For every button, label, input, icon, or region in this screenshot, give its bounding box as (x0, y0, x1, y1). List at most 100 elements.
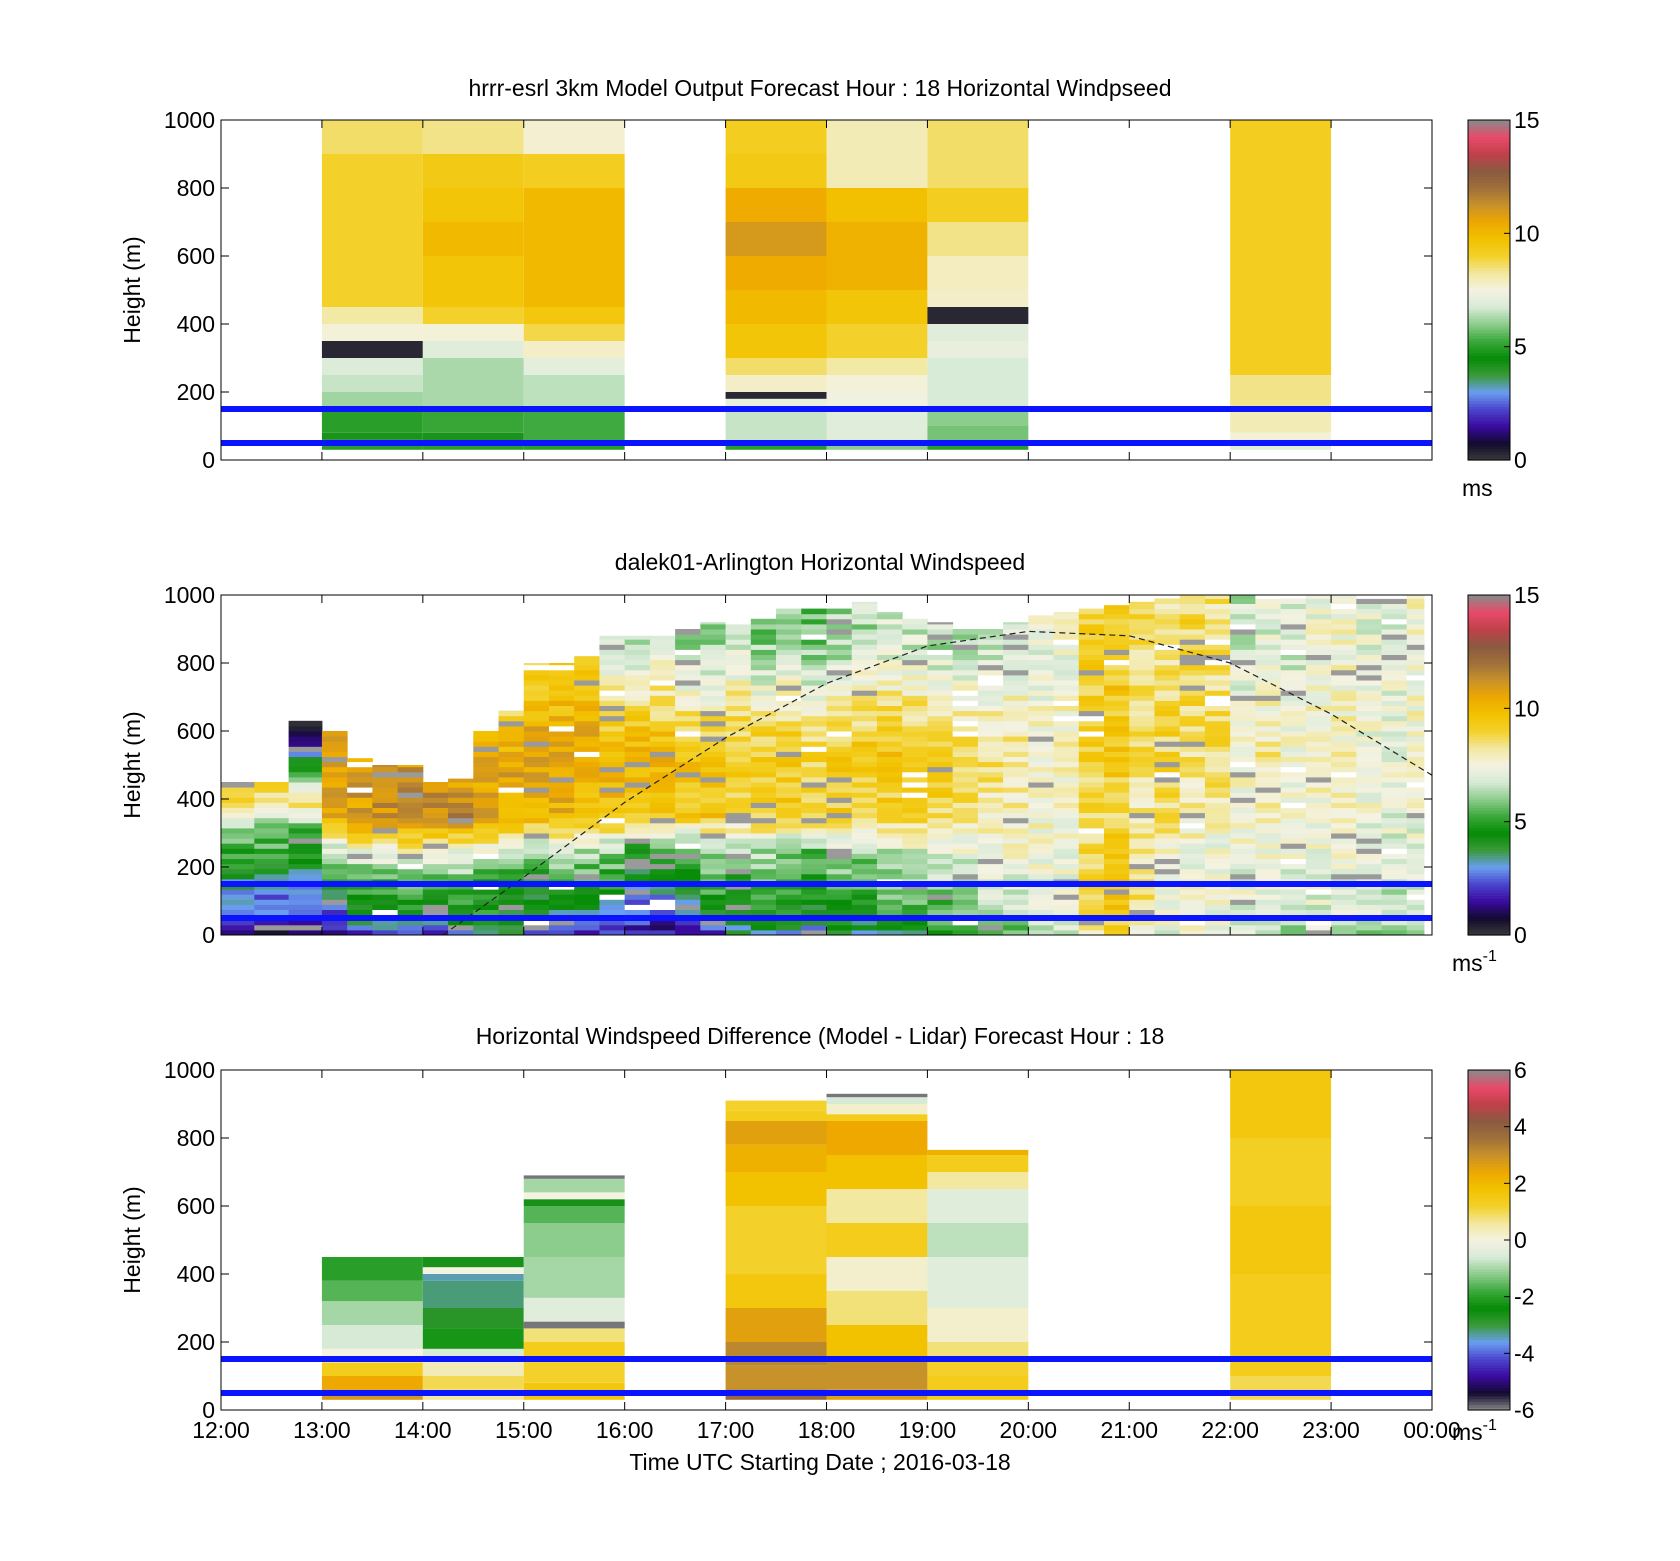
heatmap-cell (1230, 731, 1256, 737)
heatmap-cell (1230, 629, 1256, 635)
heatmap-cell (548, 833, 575, 839)
heatmap-cell (1028, 664, 1055, 671)
heatmap-cell (1104, 909, 1130, 916)
heatmap-cell (1179, 649, 1206, 655)
heatmap-cell (1053, 674, 1080, 681)
heatmap-cell (725, 904, 752, 910)
heatmap-cell (473, 776, 500, 783)
colorbar-tick-label: 10 (1514, 220, 1540, 246)
heatmap-cell (675, 761, 701, 768)
heatmap-cell (1381, 889, 1408, 895)
heatmap-cell (574, 766, 600, 773)
heatmap-cell (927, 1172, 1029, 1189)
colorbar-swatch (1468, 600, 1510, 605)
heatmap-cell (1255, 782, 1282, 788)
heatmap-cell (902, 634, 928, 640)
colorbar-swatch (1468, 631, 1510, 636)
heatmap-cell (574, 889, 600, 895)
heatmap-cell (902, 838, 928, 844)
heatmap-cell (1078, 715, 1105, 722)
heatmap-cell (548, 843, 575, 849)
colorbar-swatch (1468, 646, 1510, 650)
heatmap-cell (725, 863, 752, 870)
heatmap-cell (1406, 705, 1425, 712)
colorbar-tick-label: 0 (1514, 447, 1527, 473)
heatmap-cell (1305, 603, 1332, 610)
heatmap-cell (422, 792, 449, 798)
heatmap-cell (1406, 695, 1425, 701)
heatmap-cell (851, 919, 878, 926)
heatmap-cell (1280, 598, 1307, 604)
heatmap-cell (801, 690, 827, 696)
heatmap-cell (321, 827, 348, 834)
heatmap-cell (675, 873, 701, 880)
heatmap-cell (649, 664, 676, 671)
heatmap-cell (1331, 756, 1357, 763)
heatmap-cell (599, 705, 626, 712)
heatmap-cell (422, 1267, 524, 1274)
heatmap-cell (1104, 812, 1130, 819)
heatmap-cell (1129, 659, 1155, 666)
heatmap-cell (1053, 817, 1080, 824)
heatmap-cell (1406, 741, 1425, 747)
heatmap-cell (649, 792, 676, 798)
colorbar-swatch (1468, 1387, 1510, 1391)
heatmap-cell (1356, 680, 1383, 686)
chart-title: hrrr-esrl 3km Model Output Forecast Hour… (468, 75, 1171, 101)
colorbar-swatch (1468, 742, 1510, 746)
heatmap-cell (977, 782, 1004, 788)
colorbar-swatch (1468, 776, 1510, 780)
heatmap-cell (1204, 756, 1231, 763)
heatmap-cell (1204, 909, 1231, 916)
heatmap-cell (851, 848, 878, 854)
heatmap-cell (927, 623, 954, 630)
heatmap-cell (574, 731, 600, 737)
heatmap-cell (221, 787, 255, 793)
colorbar-swatch (1468, 222, 1510, 226)
heatmap-cell (1053, 771, 1080, 778)
y-axis-label: Height (m) (119, 1186, 145, 1293)
heatmap-cell (1053, 746, 1080, 752)
heatmap-cell (801, 802, 827, 808)
heatmap-cell (1154, 685, 1181, 691)
heatmap-cell (288, 868, 323, 875)
heatmap-cell (700, 771, 727, 778)
heatmap-cell (473, 817, 500, 824)
heatmap-cell (1028, 868, 1055, 875)
heatmap-cell (952, 853, 979, 859)
heatmap-cell (1305, 838, 1332, 844)
heatmap-cell (927, 894, 954, 900)
heatmap-cell (1381, 792, 1408, 798)
heatmap-cell (599, 894, 626, 900)
heatmap-cell (675, 685, 701, 691)
heatmap-cell (776, 654, 802, 661)
heatmap-cell (599, 680, 626, 686)
heatmap-cell (372, 858, 399, 865)
heatmap-cell (927, 634, 954, 640)
heatmap-cell (574, 664, 600, 671)
heatmap-cell (1280, 680, 1307, 686)
heatmap-cell (1028, 725, 1055, 732)
colorbar-swatch (1468, 1123, 1510, 1128)
heatmap-cell (1129, 838, 1155, 844)
colorbar-swatch (1468, 1166, 1510, 1170)
heatmap-cell (902, 705, 928, 712)
heatmap-cell (876, 899, 903, 905)
heatmap-cell (1129, 761, 1155, 768)
heatmap-cell (826, 1121, 928, 1155)
colorbar-swatch (1468, 445, 1510, 450)
heatmap-cell (1381, 899, 1408, 905)
heatmap-cell (1053, 756, 1080, 763)
heatmap-cell (977, 904, 1004, 910)
heatmap-cell (1129, 613, 1155, 620)
heatmap-cell (952, 889, 979, 895)
colorbar-swatch (1468, 352, 1510, 356)
heatmap-cell (826, 674, 853, 681)
heatmap-cell (927, 341, 1029, 358)
heatmap-cell (1078, 649, 1105, 655)
heatmap-cell (1078, 731, 1105, 737)
colorbar-swatch (1468, 451, 1510, 455)
heatmap-cell (1129, 787, 1155, 793)
colorbar-swatch (1468, 145, 1510, 149)
heatmap-cell (397, 771, 424, 778)
